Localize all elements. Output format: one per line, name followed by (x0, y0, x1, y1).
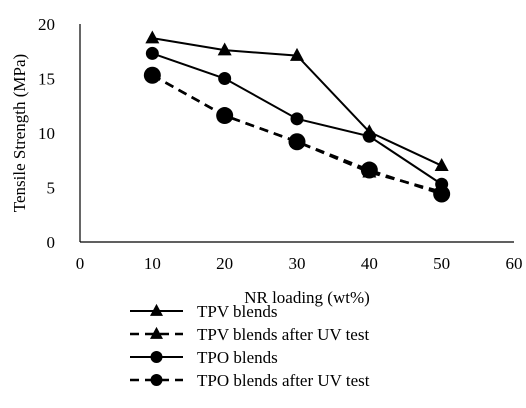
data-point (143, 66, 161, 84)
x-tick-label: 40 (361, 254, 378, 273)
y-axis-title: Tensile Strength (MPa) (10, 54, 29, 212)
y-tick-label: 0 (47, 233, 56, 252)
data-point (218, 72, 232, 85)
x-tick-label: 60 (506, 254, 523, 273)
legend-marker (150, 351, 163, 363)
y-tick-label: 10 (38, 124, 55, 143)
x-axis-ticks: 0 10 20 30 40 50 60 (76, 254, 523, 273)
data-point (145, 30, 160, 44)
x-tick-label: 10 (144, 254, 161, 273)
legend-label: TPV blends after UV test (197, 325, 369, 344)
legend-label: TPO blends (197, 348, 278, 367)
y-tick-label: 20 (38, 15, 55, 34)
y-tick-label: 5 (47, 179, 56, 198)
data-point (288, 133, 306, 151)
legend-item: TPV blends (130, 302, 277, 321)
legend-label: TPO blends after UV test (197, 371, 370, 390)
axes: 0 10 20 30 40 50 60 0 5 10 15 20 (38, 15, 523, 273)
y-axis-ticks: 0 5 10 15 20 (38, 15, 55, 252)
legend-item: TPO blends after UV test (130, 371, 370, 390)
data-point (434, 158, 449, 171)
series-3 (145, 46, 449, 191)
legend-marker (150, 303, 163, 316)
x-tick-label: 50 (433, 254, 450, 273)
x-tick-label: 30 (289, 254, 306, 273)
data-point (217, 42, 232, 56)
x-tick-label: 20 (216, 254, 233, 273)
data-point (362, 129, 376, 143)
series-4 (143, 66, 451, 203)
legend-item: TPO blends (130, 348, 278, 367)
data-point (360, 161, 378, 179)
x-tick-label: 0 (76, 254, 85, 273)
data-point (145, 46, 159, 60)
legend-item: TPV blends after UV test (130, 325, 369, 344)
data-point (290, 112, 304, 126)
x-axis-title: NR loading (wt%) (244, 288, 370, 307)
legend-marker (150, 374, 163, 386)
legend: TPV blends TPV blends after UV test TPO bl… (130, 302, 370, 390)
data-point (216, 107, 234, 125)
data-point (290, 47, 304, 61)
legend-marker (150, 326, 163, 339)
data-point (433, 185, 451, 203)
series-line (151, 74, 443, 196)
series-2 (145, 67, 449, 198)
series-layer (143, 30, 451, 203)
y-tick-label: 15 (38, 70, 55, 89)
legend-label: TPV blends (197, 302, 277, 321)
